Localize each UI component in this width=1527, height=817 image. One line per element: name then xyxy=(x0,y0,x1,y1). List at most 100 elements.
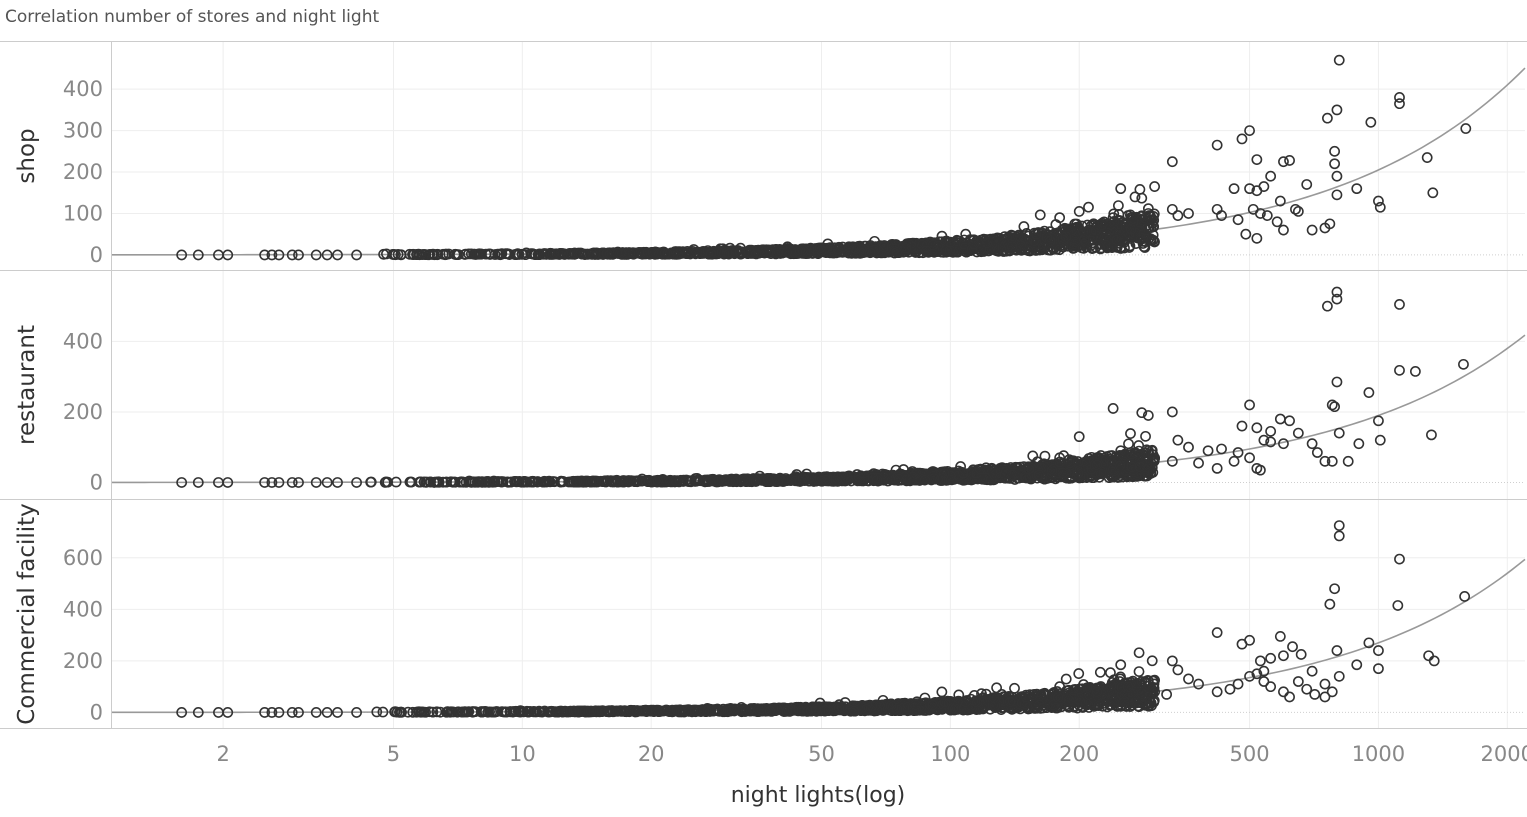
data-point xyxy=(1292,206,1304,217)
data-point xyxy=(1284,691,1295,703)
data-point xyxy=(381,248,392,260)
x-tick-label: 500 xyxy=(1230,742,1270,766)
data-point xyxy=(1073,668,1085,679)
data-point xyxy=(891,246,903,258)
y-tick-label: 400 xyxy=(63,77,103,101)
data-point xyxy=(266,477,278,488)
data-point xyxy=(1322,300,1333,312)
data-point xyxy=(441,476,452,488)
data-point xyxy=(985,474,997,486)
data-point xyxy=(1041,232,1053,243)
data-point xyxy=(1145,235,1157,246)
data-point xyxy=(1172,664,1184,676)
y-tick-label: 0 xyxy=(90,700,103,724)
data-point xyxy=(871,475,883,486)
data-point xyxy=(1116,233,1128,244)
data-point xyxy=(266,249,278,261)
data-point xyxy=(1054,456,1066,468)
data-point xyxy=(286,249,298,261)
data-point xyxy=(1112,200,1124,211)
data-point xyxy=(1122,210,1134,221)
data-point xyxy=(470,249,482,260)
data-point xyxy=(1265,652,1277,664)
data-point xyxy=(1409,365,1421,377)
y-tick-label: 0 xyxy=(90,243,103,267)
data-point xyxy=(748,473,759,484)
data-point xyxy=(1142,203,1154,215)
data-point xyxy=(734,246,746,258)
data-point xyxy=(1255,208,1266,219)
data-point xyxy=(705,474,717,486)
data-point xyxy=(555,476,566,488)
data-point xyxy=(1427,187,1439,199)
data-point xyxy=(1331,376,1343,388)
data-point xyxy=(1046,465,1058,476)
data-point xyxy=(1147,467,1159,478)
data-point xyxy=(1183,673,1194,685)
data-point xyxy=(919,474,931,486)
data-point xyxy=(1148,208,1160,220)
data-point xyxy=(1009,682,1020,694)
data-point xyxy=(1078,234,1090,245)
data-point xyxy=(1054,212,1066,224)
y-tick-label: 200 xyxy=(63,649,103,673)
data-point xyxy=(1374,434,1386,446)
data-point xyxy=(1265,425,1277,437)
data-point xyxy=(1394,553,1405,565)
data-point xyxy=(1115,659,1127,671)
data-point xyxy=(1392,600,1404,611)
data-point xyxy=(1324,598,1336,610)
data-point xyxy=(1057,234,1069,246)
x-axis-title: night lights(log) xyxy=(731,783,906,808)
data-point xyxy=(192,477,204,488)
data-point xyxy=(1013,472,1025,484)
data-point xyxy=(790,475,802,487)
data-point xyxy=(380,476,392,488)
data-point xyxy=(1394,92,1405,103)
data-point xyxy=(516,248,528,260)
data-point xyxy=(571,476,583,488)
data-point xyxy=(1030,228,1042,240)
data-point xyxy=(1331,170,1343,182)
data-point xyxy=(1018,221,1030,232)
data-point xyxy=(1108,208,1120,220)
data-point xyxy=(432,249,443,260)
data-point xyxy=(1090,225,1102,236)
data-point xyxy=(1102,466,1113,478)
data-point xyxy=(1373,195,1384,207)
frame xyxy=(0,41,1527,729)
data-point xyxy=(1333,670,1345,682)
data-point xyxy=(816,475,827,487)
data-point xyxy=(1140,430,1151,442)
data-point xyxy=(659,475,671,487)
data-point xyxy=(1295,649,1307,660)
data-point xyxy=(994,471,1006,483)
data-point xyxy=(1027,450,1039,462)
data-point xyxy=(1324,218,1336,230)
data-point xyxy=(1306,224,1318,236)
data-point xyxy=(1211,462,1223,474)
data-point xyxy=(1022,245,1034,257)
data-point xyxy=(1128,229,1140,240)
data-point xyxy=(980,472,991,484)
data-point xyxy=(1274,195,1286,207)
data-point xyxy=(670,475,682,487)
data-point xyxy=(1006,241,1018,252)
data-point xyxy=(1329,158,1341,170)
data-point xyxy=(957,467,969,479)
data-point xyxy=(729,248,740,260)
data-point xyxy=(1120,221,1132,233)
data-point xyxy=(1240,228,1252,240)
data-point xyxy=(1236,638,1248,650)
data-point xyxy=(927,245,938,256)
data-point xyxy=(1278,686,1289,698)
data-point xyxy=(1012,230,1024,242)
data-point xyxy=(936,686,948,698)
data-point xyxy=(1363,387,1375,398)
data-point xyxy=(1426,429,1437,441)
data-point xyxy=(1284,155,1295,166)
axis-labels: 25102050100200500100020000100200300400sh… xyxy=(14,77,1527,766)
data-point xyxy=(1351,183,1363,195)
data-point xyxy=(981,234,992,245)
data-point xyxy=(1094,666,1106,678)
